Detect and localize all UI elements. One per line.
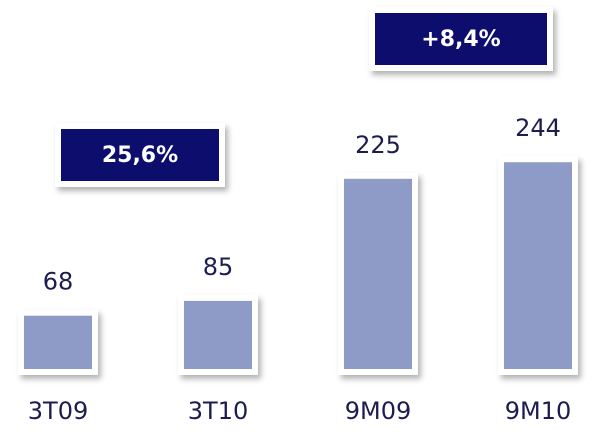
x-tick-label: 3T10 bbox=[188, 397, 248, 425]
x-tick-label: 9M09 bbox=[345, 397, 412, 425]
annotation-box: +8,4% bbox=[369, 7, 553, 71]
bar bbox=[178, 294, 258, 376]
bar bbox=[18, 309, 98, 376]
annotation-background bbox=[369, 7, 553, 71]
value-label: 85 bbox=[203, 253, 234, 281]
bar bbox=[498, 156, 578, 375]
annotation-box: 25,6% bbox=[55, 123, 225, 187]
value-label: 244 bbox=[515, 114, 561, 142]
value-label: 225 bbox=[355, 131, 401, 159]
annotation: +8,4% bbox=[421, 27, 500, 52]
x-tick-label: 9M10 bbox=[505, 397, 572, 425]
bar bbox=[338, 172, 418, 375]
annotation-background bbox=[55, 123, 225, 187]
value-label: 68 bbox=[43, 268, 74, 296]
annotation: 25,6% bbox=[102, 143, 178, 168]
x-tick-label: 3T09 bbox=[28, 397, 88, 425]
